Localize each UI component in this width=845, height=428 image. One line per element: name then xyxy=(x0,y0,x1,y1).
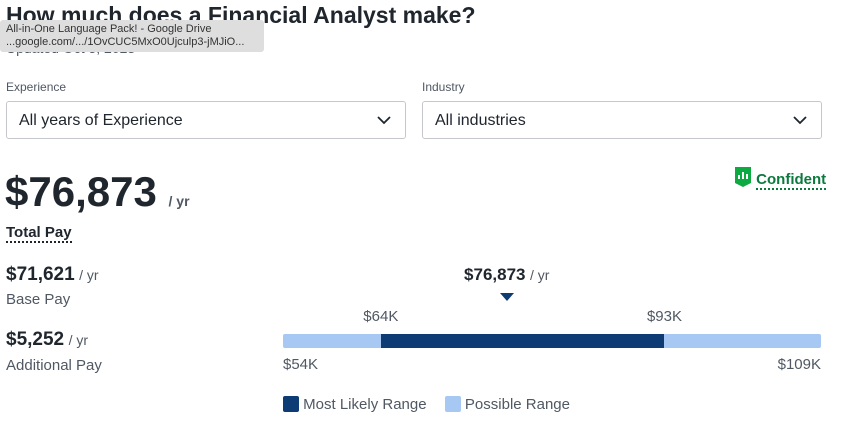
select-value: All industries xyxy=(435,112,526,129)
filter-label: Industry xyxy=(422,80,465,94)
chevron xyxy=(377,116,391,125)
additional-pay-label: Additional Pay xyxy=(6,357,102,374)
unit: / yr xyxy=(68,332,89,348)
chevron xyxy=(793,116,807,125)
legend-swatch xyxy=(444,396,461,412)
range-label: $54K xyxy=(283,356,319,373)
base-pay: $71,621 / yr xyxy=(6,264,99,286)
base-pay-label: Base Pay xyxy=(6,291,71,308)
confidence-icon xyxy=(735,167,751,187)
confidence[interactable]: Confident xyxy=(734,166,827,190)
amount: $5,252 xyxy=(6,329,65,350)
range-label: $64K xyxy=(363,308,399,325)
tooltip-title: All-in-One Language Pack! - Google Drive xyxy=(6,23,212,35)
legend-label: Possible Range xyxy=(464,396,570,413)
range-label: $93K xyxy=(646,308,683,325)
experience-select[interactable]: All years of Experience xyxy=(6,101,406,139)
filter-label: Experience xyxy=(6,80,67,94)
total-pay-label[interactable]: Total Pay xyxy=(6,224,72,243)
likely-range-bar xyxy=(380,334,665,348)
additional-pay: $5,252 / yr xyxy=(6,329,88,351)
unit: / yr xyxy=(79,267,99,283)
tooltip-url: ...google.com/.../1OvCUC5MxO0Ujculp3-jMJ… xyxy=(6,36,245,48)
amount: $71,621 xyxy=(6,264,75,285)
total-pay-amount: $76,873 / yr xyxy=(5,168,190,216)
amount: $76,873 xyxy=(5,168,157,215)
median-label: $76,873 / yr xyxy=(464,265,549,285)
label: Total Pay xyxy=(6,224,72,243)
legend: Most Likely Range Possible Range xyxy=(283,396,570,413)
unit: / yr xyxy=(168,193,190,209)
industry-select[interactable]: All industries xyxy=(422,101,822,139)
median-marker xyxy=(499,293,514,301)
legend-swatch xyxy=(283,396,299,412)
amount: $76,873 xyxy=(464,265,526,284)
legend-label: Most Likely Range xyxy=(303,396,427,413)
unit: / yr xyxy=(529,267,550,283)
range-label: $109K xyxy=(777,356,821,373)
select-value: All years of Experience xyxy=(19,112,183,129)
link-tooltip: All-in-One Language Pack! - Google Drive… xyxy=(0,20,264,52)
label: Confident xyxy=(756,171,827,190)
